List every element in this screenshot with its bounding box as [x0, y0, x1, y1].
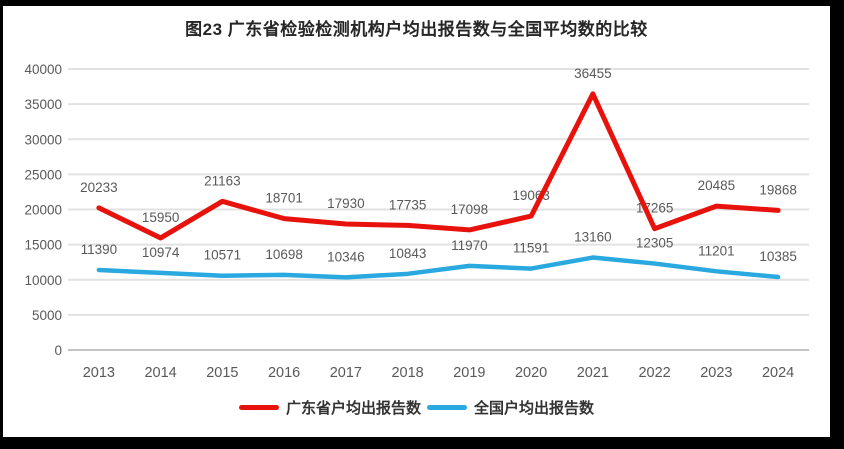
- x-axis-tick-label: 2024: [762, 365, 794, 381]
- blue-series-data-label: 10698: [265, 247, 303, 262]
- blue-series-data-label: 11390: [81, 242, 118, 257]
- x-axis-tick-label: 2022: [638, 365, 670, 381]
- red-series-data-label: 15950: [142, 210, 180, 225]
- x-axis-tick-label: 2016: [268, 365, 300, 381]
- x-axis-tick-label: 2019: [453, 365, 485, 381]
- blue-series-data-label: 10346: [327, 249, 365, 264]
- y-axis-tick-label: 10000: [24, 273, 62, 288]
- x-axis-tick-label: 2017: [330, 365, 362, 381]
- red-series-data-label: 36455: [574, 66, 612, 81]
- y-axis-tick-label: 5000: [32, 308, 62, 323]
- y-axis-tick-label: 20000: [24, 203, 62, 218]
- red-series-data-label: 18701: [265, 191, 303, 206]
- x-axis-tick-label: 2021: [577, 365, 609, 381]
- legend-label-national: 全国户均出报告数: [474, 399, 595, 417]
- red-series-data-label: 20485: [698, 178, 736, 193]
- legend-item-national: 全国户均出报告数: [427, 397, 594, 418]
- chart-title: 图23 广东省检验检测机构户均出报告数与全国平均数的比较: [185, 20, 648, 39]
- x-axis-tick-label: 2020: [515, 365, 547, 381]
- blue-series-line: [96, 255, 781, 280]
- blue-series-data-label: 10843: [389, 246, 427, 261]
- red-series-data-label: 19868: [759, 182, 797, 197]
- x-axis-tick-label: 2023: [700, 365, 732, 381]
- legend: 广东省户均出报告数 全国户均出报告数: [3, 396, 830, 418]
- blue-series-data-label: 12305: [636, 236, 674, 251]
- legend-swatch-blue: [427, 404, 467, 410]
- legend-label-guangdong: 广东省户均出报告数: [285, 399, 421, 417]
- red-series-data-label: 17930: [327, 196, 365, 211]
- blue-series-data-label: 10571: [204, 248, 242, 263]
- x-axis-tick-label: 2014: [144, 365, 176, 381]
- blue-series-data-label: 11201: [698, 243, 735, 258]
- red-series-data-label: 17098: [451, 202, 489, 217]
- y-axis-tick-label: 30000: [24, 132, 62, 147]
- red-series-data-label: 17735: [389, 197, 427, 212]
- y-axis-tick-label: 15000: [24, 238, 62, 253]
- red-series-line: [96, 91, 781, 241]
- blue-series-data-label: 13160: [574, 230, 612, 245]
- blue-series-data-label: 11970: [451, 238, 488, 253]
- x-axis-tick-label: 2013: [83, 365, 115, 381]
- y-axis-tick-label: 25000: [24, 167, 62, 182]
- legend-item-guangdong: 广东省户均出报告数: [238, 397, 421, 418]
- red-series-data-label: 21163: [204, 173, 241, 188]
- blue-series-data-label: 10974: [142, 245, 180, 260]
- blue-series-data-label: 11591: [513, 241, 550, 256]
- legend-swatch-red: [238, 404, 279, 410]
- y-axis-tick-label: 35000: [24, 97, 62, 112]
- blue-series-data-label: 10385: [759, 249, 797, 264]
- chart-canvas: 0 5000 10000 15000 20000 25000 30000 35000 40000…: [24, 62, 809, 381]
- y-axis-tick-label: 0: [54, 343, 62, 358]
- red-series-data-label: 20233: [80, 180, 118, 195]
- y-axis-tick-label: 40000: [24, 62, 62, 77]
- x-axis-tick-label: 2018: [391, 365, 423, 381]
- x-axis-tick-label: 2015: [206, 365, 238, 381]
